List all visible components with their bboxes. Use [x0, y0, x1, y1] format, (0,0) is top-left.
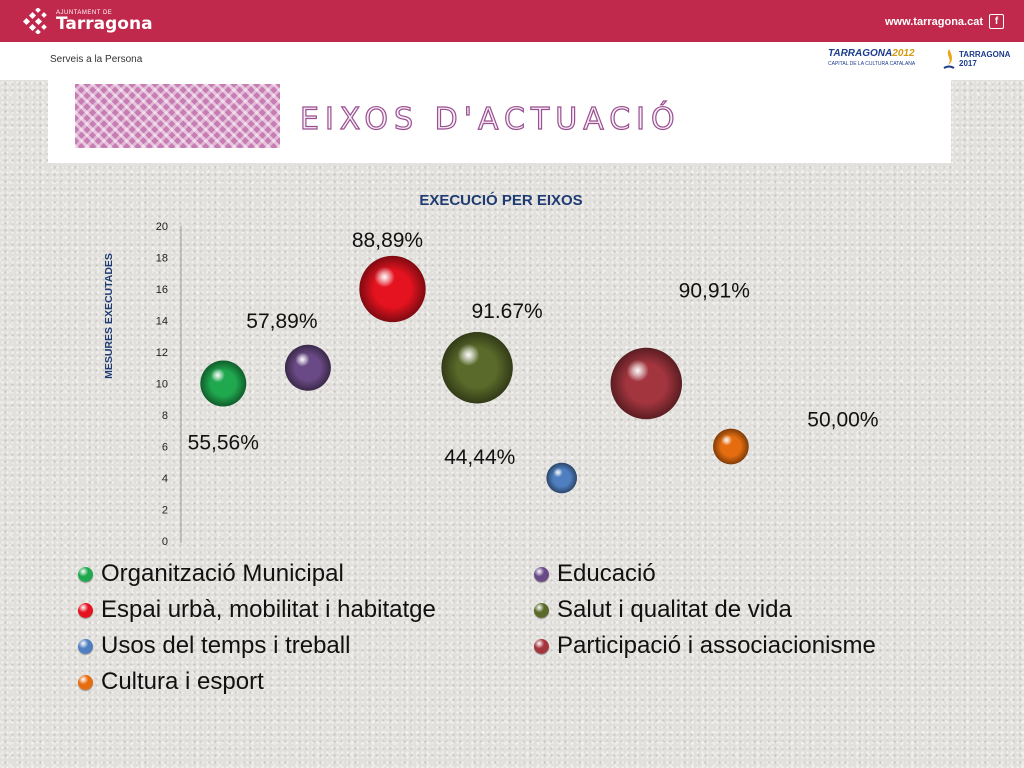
- y-tick-label: 10: [156, 379, 168, 391]
- bubble-shading: [441, 332, 513, 404]
- y-tick-label: 18: [156, 253, 168, 265]
- tarragona-logo[interactable]: AJUNTAMENT DE Tarragona: [22, 8, 153, 34]
- subheader: Serveis a la Persona TARRAGONA2012 CAPIT…: [0, 42, 1024, 80]
- legend-item: Usos del temps i treball: [78, 632, 350, 660]
- legend-label: Participació i associacionisme: [557, 632, 876, 659]
- y-tick-label: 4: [162, 473, 168, 485]
- bubble-shading: [713, 428, 749, 465]
- site-url-link[interactable]: www.tarragona.cat: [884, 15, 983, 28]
- slide-title: EIXOS D'ACTUACIÓ: [299, 101, 681, 137]
- mediterranean-games-2017-logo: TARRAGONA 2017: [942, 48, 1010, 72]
- data-label: 91.67%: [471, 300, 542, 323]
- logo2017-name: TARRAGONA: [959, 50, 1011, 60]
- data-label: 57,89%: [246, 310, 317, 333]
- data-label: 90,91%: [679, 280, 750, 303]
- legend-item: Educació: [534, 560, 656, 588]
- legend-swatch: [78, 602, 93, 618]
- legend-item: Cultura i esport: [78, 668, 264, 696]
- y-tick-label: 20: [156, 221, 168, 233]
- y-tick-label: 2: [162, 505, 168, 517]
- legend-item: Organització Municipal: [78, 560, 344, 588]
- chart-legend: Organització Municipal Educació Espai urbà…: [78, 560, 978, 705]
- decorative-pattern: [75, 84, 280, 148]
- logo2012-tagline: CAPITAL DE LA CULTURA CATALANA: [828, 61, 916, 67]
- bubble-shading: [200, 360, 247, 407]
- flame-icon: [943, 49, 955, 69]
- data-label: 50,00%: [807, 409, 878, 432]
- city-logo-icon: [22, 8, 47, 34]
- y-tick-label: 6: [162, 442, 168, 454]
- legend-swatch: [534, 602, 549, 618]
- y-tick-label: 16: [156, 284, 168, 296]
- header-bar: AJUNTAMENT DE Tarragona www.tarragona.ca…: [0, 0, 1024, 42]
- legend-label: Salut i qualitat de vida: [557, 596, 792, 623]
- legend-swatch: [78, 674, 93, 690]
- y-axis-label: MESURES EXECUTADES: [103, 253, 115, 379]
- logo2012-year: 2012: [892, 48, 915, 59]
- org-small-label: AJUNTAMENT DE: [56, 9, 113, 16]
- logo2017-year: 2017: [959, 59, 977, 68]
- title-banner: EIXOS D'ACTUACIÓ: [48, 80, 951, 163]
- bubble-shading: [359, 255, 426, 323]
- legend-swatch: [78, 566, 93, 582]
- legend-swatch: [534, 566, 549, 582]
- legend-item: Espai urbà, mobilitat i habitatge: [78, 596, 436, 624]
- legend-label: Usos del temps i treball: [101, 632, 351, 659]
- legend-swatch: [78, 638, 93, 654]
- data-label: 88,89%: [352, 229, 423, 252]
- chart-title: EXECUCIÓ PER EIXOS: [419, 191, 582, 209]
- legend-item: Participació i associacionisme: [534, 632, 876, 660]
- section-subtitle: Serveis a la Persona: [50, 54, 143, 65]
- logo2012-name: TARRAGONA: [828, 48, 893, 59]
- data-label: 55,56%: [188, 432, 259, 455]
- org-name: Tarragona: [56, 13, 153, 34]
- data-label: 44,44%: [444, 446, 515, 469]
- y-tick-label: 12: [156, 347, 168, 359]
- y-tick-label: 8: [162, 410, 168, 422]
- legend-label: Cultura i esport: [101, 668, 264, 695]
- bubble-shading: [284, 344, 331, 391]
- legend-item: Salut i qualitat de vida: [534, 596, 792, 624]
- legend-swatch: [534, 638, 549, 654]
- capital-cultura-2012-logo: TARRAGONA2012 CAPITAL DE LA CULTURA CATA…: [828, 48, 916, 76]
- legend-label: Espai urbà, mobilitat i habitatge: [101, 596, 436, 623]
- facebook-icon[interactable]: f: [989, 14, 1004, 29]
- bubble-shading: [546, 462, 577, 494]
- y-tick-label: 0: [162, 536, 168, 548]
- bubble-shading: [610, 347, 682, 420]
- legend-label: Educació: [557, 560, 656, 587]
- y-tick-label: 14: [156, 316, 168, 328]
- legend-label: Organització Municipal: [101, 560, 344, 587]
